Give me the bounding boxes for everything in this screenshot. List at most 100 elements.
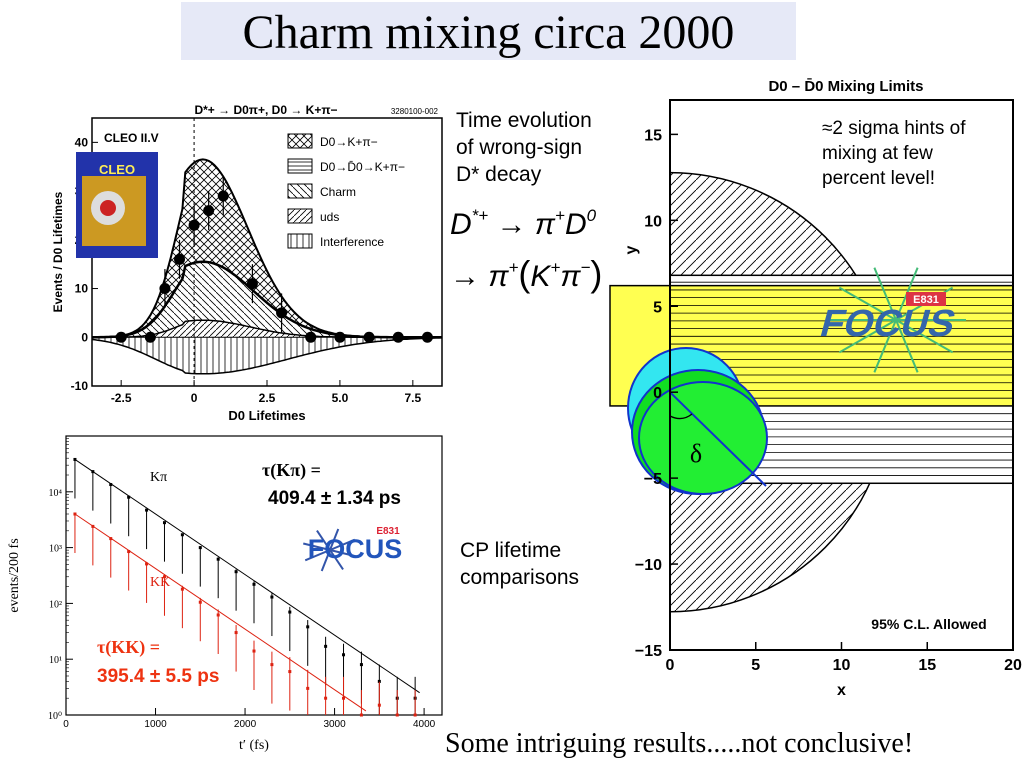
data-point	[144, 331, 156, 343]
data-point	[203, 205, 215, 217]
logo-ray	[304, 549, 331, 562]
x-tick-label: 7.5	[404, 391, 421, 405]
delta-label: δ	[690, 439, 702, 468]
logo-ray	[329, 528, 340, 551]
y-axis-label: y	[623, 245, 640, 254]
data-point	[115, 331, 127, 343]
legend-swatch	[287, 158, 313, 174]
logo-ray	[873, 267, 897, 321]
logo-ray	[316, 529, 331, 551]
logo-badge	[906, 292, 946, 306]
lifetime-kpi-label: τ(Kπ) =	[262, 460, 321, 481]
logo-ray	[895, 319, 919, 373]
data-point	[188, 219, 200, 231]
region-interference	[92, 337, 442, 374]
title-background	[181, 2, 796, 60]
data-point	[252, 582, 256, 586]
data-point	[359, 663, 363, 667]
x-tick-label: 15	[918, 657, 936, 674]
data-point	[109, 537, 113, 541]
data-point	[413, 713, 417, 717]
data-point	[216, 557, 220, 561]
y-axis-label: events/200 fs	[7, 538, 22, 612]
y-tick-label: 5	[653, 299, 662, 316]
data-point	[127, 495, 131, 499]
y-tick-label: 0	[81, 330, 88, 344]
data-point	[91, 470, 95, 474]
x-tick-label: 5.0	[332, 391, 349, 405]
decay-equation: D*+ → π+D0 → π+(K+π−)	[450, 206, 602, 294]
chart-title: D0 – D̄0 Mixing Limits	[768, 77, 923, 95]
data-point	[288, 670, 292, 674]
x-axis-label: x	[837, 682, 846, 699]
x-tick-label: 1000	[144, 719, 167, 730]
y-tick-label: 0	[653, 385, 662, 402]
x-axis-label: t′ (fs)	[239, 738, 269, 753]
legend-swatch	[287, 133, 313, 149]
data-point	[334, 331, 346, 343]
data-point	[342, 696, 346, 700]
x-tick-label: 0	[63, 719, 69, 730]
data-point	[392, 331, 404, 343]
logo-sub: E831	[376, 526, 400, 537]
data-point	[145, 508, 149, 512]
y-axis-label: Events / D0 Lifetimes	[51, 191, 65, 312]
annotation-line: percent level!	[822, 168, 935, 189]
y-tick-label: 40	[75, 135, 89, 149]
data-point	[306, 625, 310, 629]
data-point	[305, 331, 317, 343]
logo-ray	[320, 549, 331, 572]
annotation-line: mixing at few	[822, 143, 933, 164]
data-point	[324, 644, 328, 648]
x-tick-label: 20	[1004, 657, 1022, 674]
cleo-wrong-sign-chart: -2.502.55.07.5-10010203040 D*+ → D0π+, D…	[51, 103, 443, 423]
data-point	[73, 512, 77, 516]
x-tick-label: 0	[191, 391, 198, 405]
legend-label: D0→K+π−	[320, 135, 378, 149]
x-tick-label: 2000	[234, 719, 257, 730]
footer-text: Some intriguing results.....not conclusi…	[445, 728, 914, 759]
data-point	[288, 610, 292, 614]
hint-annotation: ≈2 sigma hints of mixing at few percent le…	[822, 118, 966, 189]
lifetime-kk-label: τ(KK) =	[97, 637, 160, 658]
data-point	[359, 713, 363, 717]
cleo-logo: CLEO	[76, 152, 158, 258]
legend-swatch	[287, 183, 313, 199]
y-tick-label: −10	[635, 557, 662, 574]
legend-label: uds	[320, 210, 339, 224]
y-tick-label: 10⁴	[49, 488, 63, 499]
curve-interference	[91, 337, 443, 375]
equation-line-1: D*+ → π+D0	[450, 206, 597, 241]
x-tick-label: 3000	[323, 719, 346, 730]
x-tick-label: 5	[751, 657, 760, 674]
note-line: CP lifetime	[460, 539, 562, 562]
data-point	[180, 587, 184, 591]
data-point	[145, 562, 149, 566]
data-point	[324, 696, 328, 700]
data-point	[198, 546, 202, 550]
legend-label: D0→D̄0→K+π−	[320, 160, 405, 174]
legend-label: Charm	[320, 185, 356, 199]
data-point	[246, 278, 258, 290]
data-point	[270, 595, 274, 599]
equation-line-2: → π+(K+π−)	[450, 253, 602, 294]
logo-core	[100, 200, 116, 216]
x-tick-label: -2.5	[111, 391, 132, 405]
data-point	[217, 190, 229, 202]
data-point	[395, 713, 399, 717]
y-tick-label: −5	[644, 471, 662, 488]
legend-swatch	[287, 208, 313, 224]
note-line: Time evolution	[456, 109, 592, 132]
x-axis-label: D0 Lifetimes	[228, 408, 305, 423]
data-point	[216, 613, 220, 617]
data-point	[377, 703, 381, 707]
data-point	[421, 331, 433, 343]
y-tick-label: 10³	[49, 544, 62, 555]
logo-ray	[838, 286, 897, 321]
logo-ray	[895, 319, 954, 354]
data-point	[174, 253, 185, 265]
lifetime-kk-value: 395.4 ± 5.5 ps	[97, 666, 219, 687]
logo-ray	[329, 549, 357, 558]
x-tick-label: 10	[833, 657, 851, 674]
